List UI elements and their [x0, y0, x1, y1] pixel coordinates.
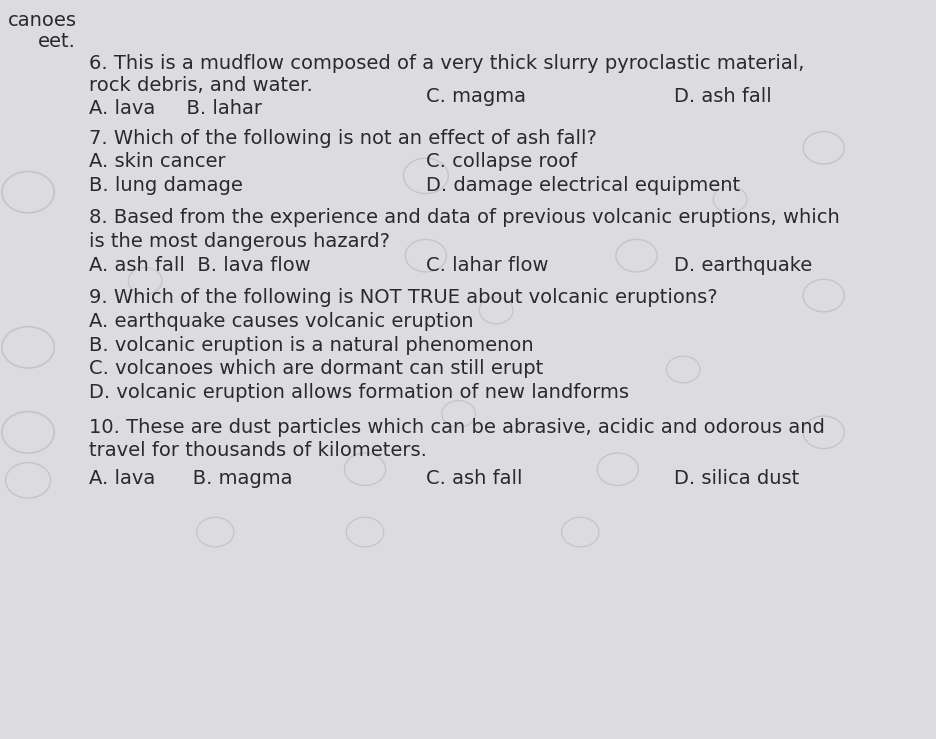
- Text: A. earthquake causes volcanic eruption: A. earthquake causes volcanic eruption: [89, 312, 474, 331]
- Text: A. skin cancer: A. skin cancer: [89, 152, 226, 171]
- Text: 9. Which of the following is NOT TRUE about volcanic eruptions?: 9. Which of the following is NOT TRUE ab…: [89, 288, 718, 307]
- Text: A. lava     B. lahar: A. lava B. lahar: [89, 99, 262, 118]
- Text: is the most dangerous hazard?: is the most dangerous hazard?: [89, 232, 390, 251]
- Text: C. volcanoes which are dormant can still erupt: C. volcanoes which are dormant can still…: [89, 359, 543, 378]
- Text: 6. This is a mudflow composed of a very thick slurry pyroclastic material,: 6. This is a mudflow composed of a very …: [89, 54, 804, 73]
- Text: D. silica dust: D. silica dust: [674, 469, 799, 488]
- Text: 8. Based from the experience and data of previous volcanic eruptions, which: 8. Based from the experience and data of…: [89, 208, 840, 228]
- Text: eet.: eet.: [37, 32, 75, 51]
- Text: B. volcanic eruption is a natural phenomenon: B. volcanic eruption is a natural phenom…: [89, 336, 534, 355]
- Text: D. damage electrical equipment: D. damage electrical equipment: [426, 176, 740, 195]
- Text: D. ash fall: D. ash fall: [674, 87, 771, 106]
- Text: B. lung damage: B. lung damage: [89, 176, 242, 195]
- Text: D. volcanic eruption allows formation of new landforms: D. volcanic eruption allows formation of…: [89, 383, 629, 402]
- Text: 10. These are dust particles which can be abrasive, acidic and odorous and: 10. These are dust particles which can b…: [89, 418, 825, 437]
- Text: A. lava      B. magma: A. lava B. magma: [89, 469, 292, 488]
- Text: C. magma: C. magma: [426, 87, 526, 106]
- Text: C. ash fall: C. ash fall: [426, 469, 522, 488]
- Text: travel for thousands of kilometers.: travel for thousands of kilometers.: [89, 441, 427, 460]
- Text: A. ash fall  B. lava flow: A. ash fall B. lava flow: [89, 256, 311, 275]
- Text: C. collapse roof: C. collapse roof: [426, 152, 578, 171]
- Text: C. lahar flow: C. lahar flow: [426, 256, 548, 275]
- Text: 7. Which of the following is not an effect of ash fall?: 7. Which of the following is not an effe…: [89, 129, 597, 148]
- Text: canoes: canoes: [7, 11, 77, 30]
- Text: D. earthquake: D. earthquake: [674, 256, 812, 275]
- Text: rock debris, and water.: rock debris, and water.: [89, 76, 313, 95]
